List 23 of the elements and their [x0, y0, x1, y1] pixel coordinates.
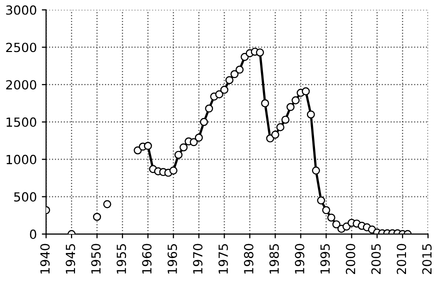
x-tick-label: 1945 — [66, 244, 76, 274]
x-tick-label: 1940 — [40, 244, 50, 274]
x-tick-label: 1980 — [244, 244, 254, 274]
y-tick-label: 2500 — [6, 42, 36, 52]
y-tick-label: 0 — [30, 230, 36, 239]
x-tick-label: 1955 — [116, 244, 126, 274]
x-tick-label: 1950 — [91, 244, 101, 274]
x-tick-label: 2015 — [422, 244, 432, 274]
x-tick-label: 1970 — [193, 244, 202, 274]
x-tick-label: 2000 — [346, 244, 356, 274]
x-tick-label: 1965 — [168, 244, 178, 274]
x-tick-label: 2005 — [371, 244, 381, 274]
y-tick-label: 3000 — [6, 5, 36, 15]
y-tick-label: 500 — [14, 192, 36, 202]
x-tick-label: 2010 — [396, 244, 406, 274]
x-tick-label: 1975 — [218, 244, 228, 274]
x-tick-label: 1985 — [269, 244, 279, 274]
x-tick-label: 1960 — [142, 244, 152, 274]
y-tick-label: 2000 — [6, 80, 36, 90]
y-tick-label: 1500 — [6, 117, 36, 127]
x-tick-label: 1990 — [294, 244, 304, 274]
x-tick-label: 1995 — [320, 244, 330, 274]
y-tick-label: 1000 — [6, 154, 36, 164]
